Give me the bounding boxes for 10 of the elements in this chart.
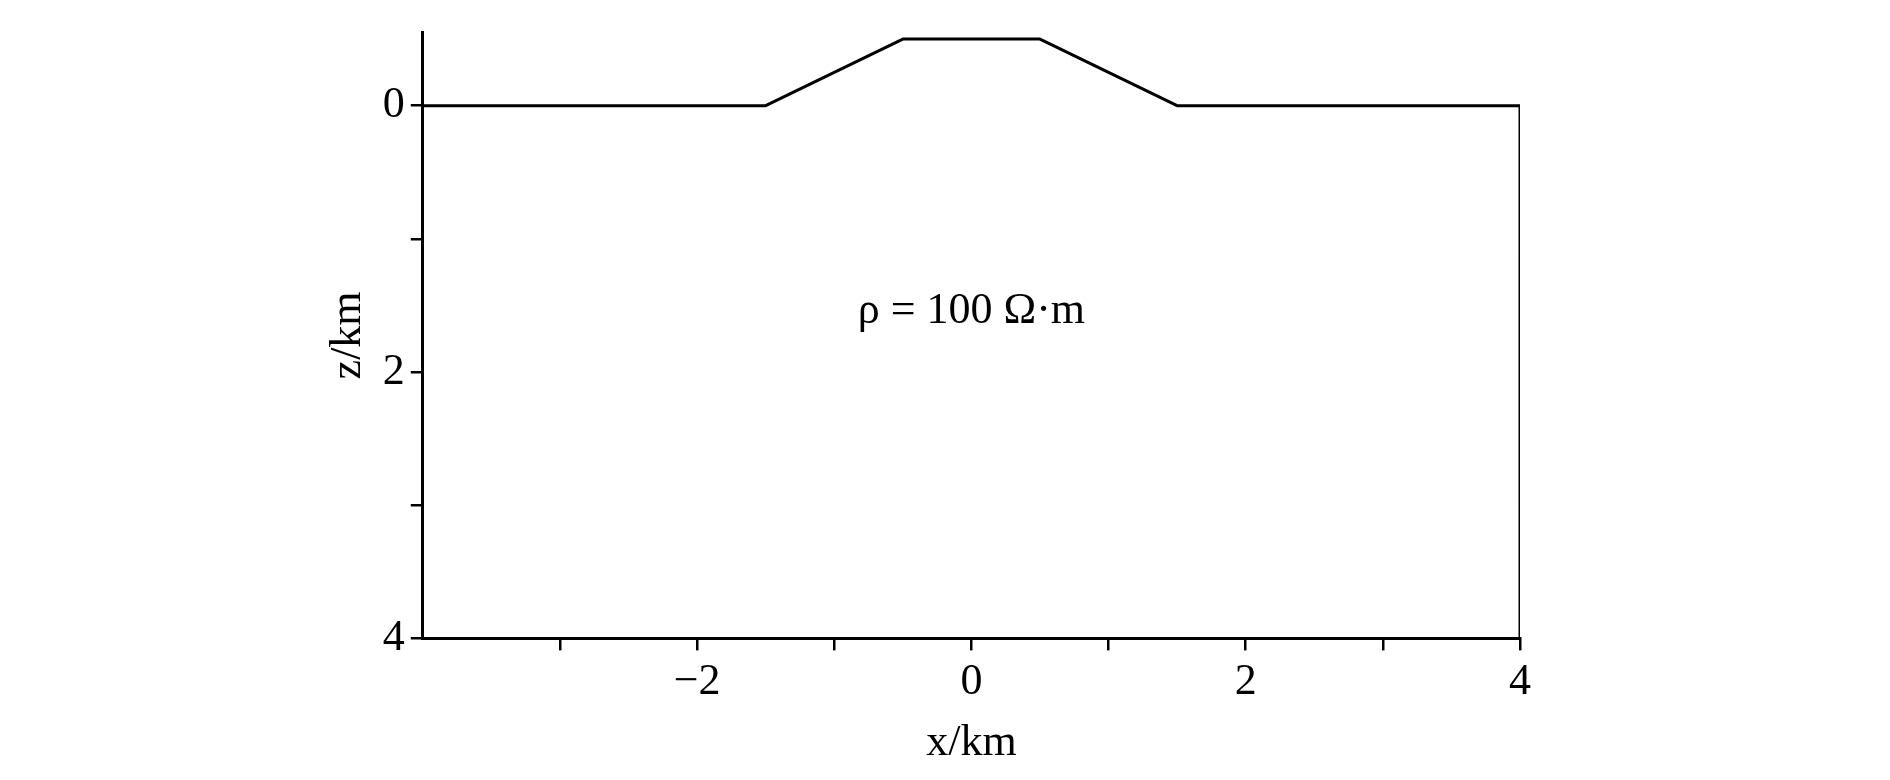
y-tick-label: 4 [382, 610, 405, 660]
x-tick-label: 0 [960, 655, 983, 705]
x-tick-label: 4 [1509, 655, 1531, 705]
y-tick-label: 0 [382, 78, 405, 128]
y-axis-title: z/km [320, 291, 370, 380]
x-tick-label: −2 [673, 655, 721, 705]
annotation: ρ = 100 Ω·m [857, 283, 1086, 333]
y-tick-label: 2 [382, 344, 405, 394]
x-tick-label: 2 [1234, 655, 1257, 705]
x-axis-title: x/km [926, 716, 1017, 766]
